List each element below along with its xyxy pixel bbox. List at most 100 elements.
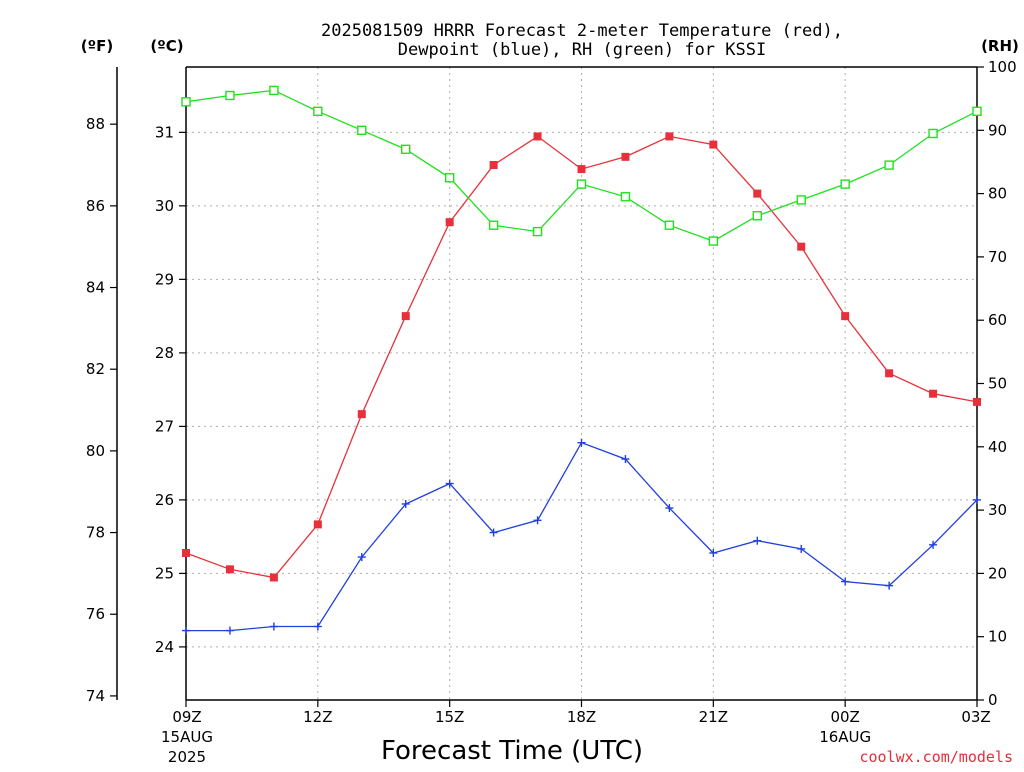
rh-point xyxy=(401,144,411,154)
temperature-point xyxy=(841,312,850,321)
x-tick-date: 15AUG xyxy=(161,728,213,746)
x-axis-label: Forecast Time (UTC) xyxy=(381,736,643,766)
dewpoint-point xyxy=(973,495,981,504)
rh-point xyxy=(972,106,982,117)
temperature-point xyxy=(445,218,454,227)
dewpoint-point xyxy=(182,626,190,635)
rh-point xyxy=(313,106,323,117)
celsius-axis-label: (ºC) xyxy=(150,37,183,55)
dewpoint-point xyxy=(445,479,454,488)
rh-point xyxy=(269,85,279,96)
x-tick-label: 18Z xyxy=(567,708,596,726)
x-tick-label: 09Z xyxy=(172,708,201,726)
series-layer xyxy=(181,85,982,635)
dewpoint-point xyxy=(621,455,630,464)
x-tick-date: 16AUG xyxy=(819,728,871,746)
rh-point xyxy=(840,179,850,189)
x-tick-label: 03Z xyxy=(961,708,990,726)
temperature-point xyxy=(313,520,322,529)
x-tick-label: 00Z xyxy=(830,708,859,726)
temperature-point xyxy=(665,132,674,141)
celsius-tick-label: 30 xyxy=(155,197,174,215)
rh-tick-label: 80 xyxy=(988,185,1007,203)
dewpoint-point xyxy=(665,504,674,513)
rh-point xyxy=(576,179,587,189)
rh-point xyxy=(444,173,455,183)
rh-tick-label: 20 xyxy=(988,564,1007,582)
dewpoint-point xyxy=(269,622,278,631)
rh-point xyxy=(884,160,894,170)
fahrenheit-tick-label: 78 xyxy=(86,524,105,542)
temperature-point xyxy=(225,565,234,574)
celsius-tick-label: 26 xyxy=(155,491,174,509)
dewpoint-point xyxy=(841,577,850,586)
temperature-point xyxy=(973,397,981,406)
rh-tick-label: 50 xyxy=(988,375,1007,393)
rh-point xyxy=(928,128,938,139)
temperature-point xyxy=(269,573,278,582)
dewpoint-point xyxy=(929,540,938,549)
temperature-point xyxy=(709,140,718,149)
x-tick-label: 15Z xyxy=(435,708,464,726)
rh-tick-label: 60 xyxy=(988,311,1007,329)
fahrenheit-axis-label: (ºF) xyxy=(81,37,113,55)
rh-point xyxy=(488,220,499,230)
fahrenheit-tick-label: 84 xyxy=(86,279,105,297)
grid xyxy=(186,67,977,700)
rh-tick-label: 30 xyxy=(988,501,1007,519)
celsius-tick-label: 31 xyxy=(155,123,174,141)
fahrenheit-tick-label: 76 xyxy=(86,605,105,623)
dewpoint-point xyxy=(709,548,718,557)
rh-tick-label: 90 xyxy=(988,121,1007,139)
credit-text: coolwx.com/models xyxy=(859,748,1013,766)
chart-title-line2: Dewpoint (blue), RH (green) for KSSI xyxy=(398,40,766,60)
dewpoint-point xyxy=(401,499,410,508)
x-tick-year: 2025 xyxy=(168,748,206,766)
rh-tick-label: 70 xyxy=(988,248,1007,266)
x-tick-label: 21Z xyxy=(699,708,728,726)
rh-point xyxy=(752,211,762,221)
temperature-point xyxy=(489,161,498,170)
rh-point xyxy=(620,192,631,202)
fahrenheit-tick-label: 80 xyxy=(86,442,105,460)
celsius-tick-label: 27 xyxy=(155,417,174,435)
dewpoint-point xyxy=(313,622,322,631)
rh-axis-label: (RH) xyxy=(981,37,1019,55)
rh-tick-label: 10 xyxy=(988,628,1007,646)
dewpoint-point xyxy=(753,536,762,545)
temperature-point xyxy=(357,410,366,419)
rh-point xyxy=(532,226,543,237)
rh-tick-label: 100 xyxy=(988,58,1017,76)
rh-point xyxy=(664,220,675,230)
dewpoint-point xyxy=(577,438,586,447)
dewpoint-point xyxy=(357,553,366,562)
temperature-point xyxy=(797,242,806,251)
celsius-tick-label: 29 xyxy=(155,270,174,288)
dewpoint-point xyxy=(489,528,498,537)
chart-title-line1: 2025081509 HRRR Forecast 2-meter Tempera… xyxy=(321,21,843,41)
dewpoint-point xyxy=(225,626,234,635)
x-tick-label: 12Z xyxy=(303,708,332,726)
dewpoint-point xyxy=(533,516,542,525)
temperature-point xyxy=(929,389,938,398)
rh-tick-label: 0 xyxy=(988,691,998,709)
celsius-tick-label: 25 xyxy=(155,564,174,582)
rh-point xyxy=(796,195,806,205)
temperature-point xyxy=(621,152,630,161)
dewpoint-point xyxy=(797,544,806,553)
temperature-point xyxy=(533,132,542,141)
rh-point xyxy=(225,90,235,101)
temperature-point xyxy=(401,312,410,321)
temperature-point xyxy=(182,548,190,557)
fahrenheit-tick-label: 86 xyxy=(86,197,105,215)
axes: 74 76 78 80 82 84 86 88 24 25 26 27 28 29 30 31 0 10 20 30 4… xyxy=(86,58,1017,766)
celsius-tick-label: 24 xyxy=(155,638,174,656)
celsius-tick-label: 28 xyxy=(155,344,174,362)
fahrenheit-tick-label: 82 xyxy=(86,360,105,378)
temperature-point xyxy=(753,189,762,198)
temperature-point xyxy=(577,165,586,174)
temperature-point xyxy=(885,369,894,378)
rh-tick-label: 40 xyxy=(988,438,1007,456)
fahrenheit-tick-label: 74 xyxy=(86,687,105,705)
